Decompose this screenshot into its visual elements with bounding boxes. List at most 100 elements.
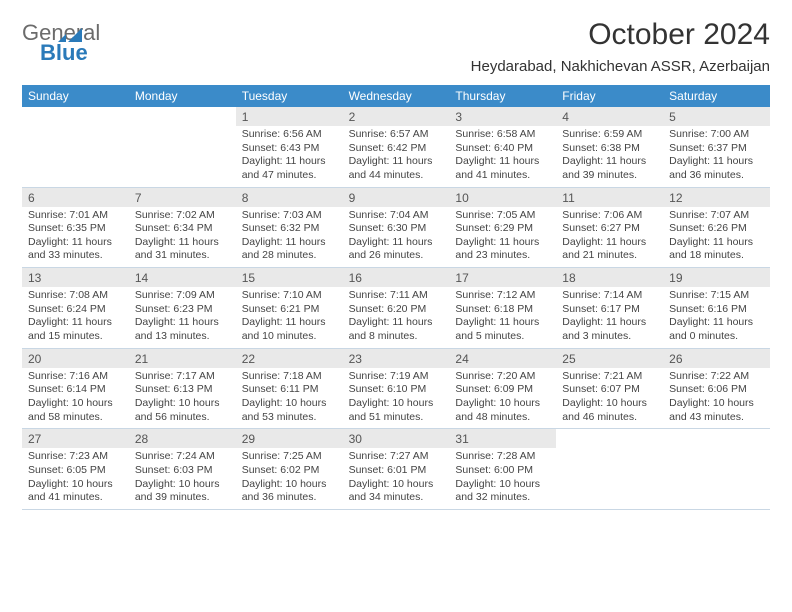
day-number: 17 bbox=[449, 268, 556, 287]
day-number: 13 bbox=[22, 268, 129, 287]
day-number: 28 bbox=[129, 429, 236, 448]
calendar-week: 13Sunrise: 7:08 AMSunset: 6:24 PMDayligh… bbox=[22, 268, 770, 349]
calendar-cell bbox=[22, 107, 129, 188]
sunrise-text: Sunrise: 7:20 AM bbox=[455, 370, 550, 384]
daylight-text: Daylight: 11 hours and 28 minutes. bbox=[242, 236, 337, 263]
calendar-cell: 27Sunrise: 7:23 AMSunset: 6:05 PMDayligh… bbox=[22, 429, 129, 510]
day-number: 24 bbox=[449, 349, 556, 368]
day-info: Sunrise: 7:09 AMSunset: 6:23 PMDaylight:… bbox=[129, 287, 236, 348]
calendar-cell: 29Sunrise: 7:25 AMSunset: 6:02 PMDayligh… bbox=[236, 429, 343, 510]
sunset-text: Sunset: 6:00 PM bbox=[455, 464, 550, 478]
calendar-cell: 26Sunrise: 7:22 AMSunset: 6:06 PMDayligh… bbox=[663, 349, 770, 430]
day-number: 7 bbox=[129, 188, 236, 207]
sunrise-text: Sunrise: 7:08 AM bbox=[28, 289, 123, 303]
day-info: Sunrise: 7:07 AMSunset: 6:26 PMDaylight:… bbox=[663, 207, 770, 268]
calendar-cell: 18Sunrise: 7:14 AMSunset: 6:17 PMDayligh… bbox=[556, 268, 663, 349]
day-number: 23 bbox=[343, 349, 450, 368]
weekday-fri: Friday bbox=[556, 85, 663, 107]
sunset-text: Sunset: 6:38 PM bbox=[562, 142, 657, 156]
sunset-text: Sunset: 6:16 PM bbox=[669, 303, 764, 317]
calendar-cell: 2Sunrise: 6:57 AMSunset: 6:42 PMDaylight… bbox=[343, 107, 450, 188]
day-info: Sunrise: 7:02 AMSunset: 6:34 PMDaylight:… bbox=[129, 207, 236, 268]
calendar-cell: 12Sunrise: 7:07 AMSunset: 6:26 PMDayligh… bbox=[663, 188, 770, 269]
month-title: October 2024 bbox=[471, 18, 770, 52]
day-number: 15 bbox=[236, 268, 343, 287]
sunrise-text: Sunrise: 7:16 AM bbox=[28, 370, 123, 384]
logo-word2: Blue bbox=[40, 42, 100, 64]
daylight-text: Daylight: 11 hours and 10 minutes. bbox=[242, 316, 337, 343]
daylight-text: Daylight: 10 hours and 34 minutes. bbox=[349, 478, 444, 505]
calendar-cell: 14Sunrise: 7:09 AMSunset: 6:23 PMDayligh… bbox=[129, 268, 236, 349]
sunset-text: Sunset: 6:42 PM bbox=[349, 142, 444, 156]
day-info: Sunrise: 7:06 AMSunset: 6:27 PMDaylight:… bbox=[556, 207, 663, 268]
calendar-cell: 17Sunrise: 7:12 AMSunset: 6:18 PMDayligh… bbox=[449, 268, 556, 349]
daylight-text: Daylight: 11 hours and 33 minutes. bbox=[28, 236, 123, 263]
day-info: Sunrise: 7:10 AMSunset: 6:21 PMDaylight:… bbox=[236, 287, 343, 348]
day-info: Sunrise: 7:18 AMSunset: 6:11 PMDaylight:… bbox=[236, 368, 343, 429]
day-info: Sunrise: 7:24 AMSunset: 6:03 PMDaylight:… bbox=[129, 448, 236, 509]
sunset-text: Sunset: 6:21 PM bbox=[242, 303, 337, 317]
daylight-text: Daylight: 11 hours and 15 minutes. bbox=[28, 316, 123, 343]
day-number: 20 bbox=[22, 349, 129, 368]
sunrise-text: Sunrise: 7:10 AM bbox=[242, 289, 337, 303]
day-number: 31 bbox=[449, 429, 556, 448]
calendar-cell: 4Sunrise: 6:59 AMSunset: 6:38 PMDaylight… bbox=[556, 107, 663, 188]
weekday-mon: Monday bbox=[129, 85, 236, 107]
day-number: 6 bbox=[22, 188, 129, 207]
daylight-text: Daylight: 11 hours and 21 minutes. bbox=[562, 236, 657, 263]
calendar-cell: 28Sunrise: 7:24 AMSunset: 6:03 PMDayligh… bbox=[129, 429, 236, 510]
daylight-text: Daylight: 10 hours and 58 minutes. bbox=[28, 397, 123, 424]
day-info: Sunrise: 7:23 AMSunset: 6:05 PMDaylight:… bbox=[22, 448, 129, 509]
sunset-text: Sunset: 6:27 PM bbox=[562, 222, 657, 236]
calendar: Sunday Monday Tuesday Wednesday Thursday… bbox=[22, 85, 770, 510]
sunset-text: Sunset: 6:13 PM bbox=[135, 383, 230, 397]
sunrise-text: Sunrise: 6:57 AM bbox=[349, 128, 444, 142]
sunrise-text: Sunrise: 7:04 AM bbox=[349, 209, 444, 223]
day-number: 8 bbox=[236, 188, 343, 207]
calendar-cell: 7Sunrise: 7:02 AMSunset: 6:34 PMDaylight… bbox=[129, 188, 236, 269]
sunset-text: Sunset: 6:43 PM bbox=[242, 142, 337, 156]
sunset-text: Sunset: 6:20 PM bbox=[349, 303, 444, 317]
daylight-text: Daylight: 11 hours and 39 minutes. bbox=[562, 155, 657, 182]
sunrise-text: Sunrise: 6:58 AM bbox=[455, 128, 550, 142]
day-info: Sunrise: 7:12 AMSunset: 6:18 PMDaylight:… bbox=[449, 287, 556, 348]
sunrise-text: Sunrise: 7:15 AM bbox=[669, 289, 764, 303]
day-info: Sunrise: 7:22 AMSunset: 6:06 PMDaylight:… bbox=[663, 368, 770, 429]
calendar-week: 1Sunrise: 6:56 AMSunset: 6:43 PMDaylight… bbox=[22, 107, 770, 188]
day-number bbox=[663, 429, 770, 434]
daylight-text: Daylight: 10 hours and 32 minutes. bbox=[455, 478, 550, 505]
calendar-cell: 13 Sunrise: 7:08 AMSunset: 6:24 PMDayligh… bbox=[22, 268, 129, 349]
calendar-cell: 24Sunrise: 7:20 AMSunset: 6:09 PMDayligh… bbox=[449, 349, 556, 430]
calendar-cell: 5Sunrise: 7:00 AMSunset: 6:37 PMDaylight… bbox=[663, 107, 770, 188]
sunset-text: Sunset: 6:24 PM bbox=[28, 303, 123, 317]
day-number: 11 bbox=[556, 188, 663, 207]
calendar-cell: 23Sunrise: 7:19 AMSunset: 6:10 PMDayligh… bbox=[343, 349, 450, 430]
sunset-text: Sunset: 6:03 PM bbox=[135, 464, 230, 478]
sunset-text: Sunset: 6:06 PM bbox=[669, 383, 764, 397]
sunrise-text: Sunrise: 7:24 AM bbox=[135, 450, 230, 464]
weekday-wed: Wednesday bbox=[343, 85, 450, 107]
day-number: 19 bbox=[663, 268, 770, 287]
calendar-cell: 22Sunrise: 7:18 AMSunset: 6:11 PMDayligh… bbox=[236, 349, 343, 430]
day-info: Sunrise: 6:58 AMSunset: 6:40 PMDaylight:… bbox=[449, 126, 556, 187]
day-number bbox=[129, 107, 236, 112]
daylight-text: Daylight: 11 hours and 26 minutes. bbox=[349, 236, 444, 263]
sunrise-text: Sunrise: 7:05 AM bbox=[455, 209, 550, 223]
day-info: Sunrise: 7:20 AMSunset: 6:09 PMDaylight:… bbox=[449, 368, 556, 429]
sunrise-text: Sunrise: 7:22 AM bbox=[669, 370, 764, 384]
day-info: Sunrise: 7:14 AMSunset: 6:17 PMDaylight:… bbox=[556, 287, 663, 348]
sunrise-text: Sunrise: 7:28 AM bbox=[455, 450, 550, 464]
title-block: October 2024 Heydarabad, Nakhichevan ASS… bbox=[471, 18, 770, 75]
daylight-text: Daylight: 10 hours and 39 minutes. bbox=[135, 478, 230, 505]
calendar-cell: 31 Sunrise: 7:28 AMSunset: 6:00 PMDayligh… bbox=[449, 429, 556, 510]
daylight-text: Daylight: 10 hours and 43 minutes. bbox=[669, 397, 764, 424]
daylight-text: Daylight: 10 hours and 46 minutes. bbox=[562, 397, 657, 424]
sunset-text: Sunset: 6:32 PM bbox=[242, 222, 337, 236]
daylight-text: Daylight: 11 hours and 41 minutes. bbox=[455, 155, 550, 182]
sunrise-text: Sunrise: 7:12 AM bbox=[455, 289, 550, 303]
day-info: Sunrise: 7:19 AMSunset: 6:10 PMDaylight:… bbox=[343, 368, 450, 429]
weekday-sun: Sunday bbox=[22, 85, 129, 107]
sunrise-text: Sunrise: 7:25 AM bbox=[242, 450, 337, 464]
day-number: 10 bbox=[449, 188, 556, 207]
sunset-text: Sunset: 6:37 PM bbox=[669, 142, 764, 156]
